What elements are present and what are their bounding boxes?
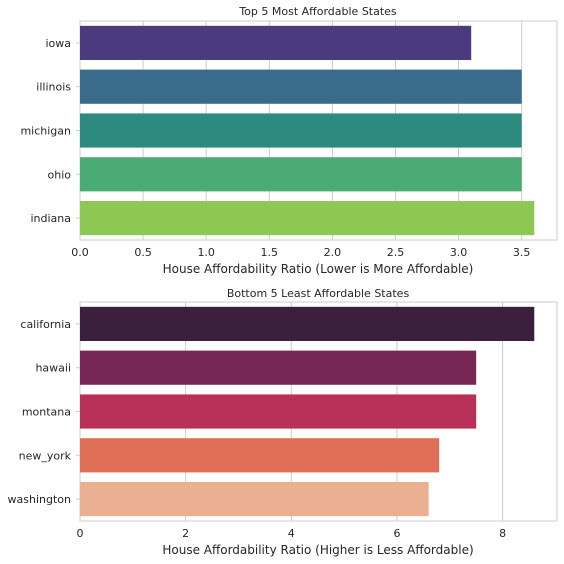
bar-hawaii [80, 350, 477, 385]
category-label: montana [22, 406, 71, 419]
bar-montana [80, 394, 477, 429]
category-label: indiana [30, 212, 71, 225]
x-tick-label: 0.0 [71, 246, 89, 259]
category-label: michigan [20, 125, 71, 138]
bar-new_york [80, 438, 440, 473]
bar-washington [80, 482, 429, 517]
x-axis-label: House Affordability Ratio (Higher is Les… [162, 543, 473, 557]
x-tick-labels: 0 2 4 6 8 [77, 527, 507, 540]
category-label: washington [8, 493, 71, 506]
top-affordable-chart: iowa illinois michigan ohio indiana 0.0 0.5 1.… [20, 5, 558, 276]
chart-title: Top 5 Most Affordable States [238, 5, 397, 18]
chart-title: Bottom 5 Least Affordable States [227, 287, 410, 300]
x-tick-label: 6 [393, 527, 400, 540]
category-labels: california hawaii montana new_york washingto… [8, 318, 80, 506]
bottom-affordable-chart: california hawaii montana new_york washingto… [8, 287, 558, 557]
bar-indiana [80, 201, 535, 236]
category-labels: iowa illinois michigan ohio indiana [20, 37, 80, 225]
category-label: iowa [45, 37, 71, 50]
x-tick-label: 1.0 [197, 246, 215, 259]
x-tick-label: 3.5 [513, 246, 531, 259]
x-tick-label: 2.0 [324, 246, 342, 259]
x-tick-labels: 0.0 0.5 1.0 1.5 2.0 2.5 3.0 3.5 [71, 246, 530, 259]
bar-michigan [80, 113, 522, 148]
x-tick-label: 2 [182, 527, 189, 540]
x-tick-label: 2.5 [387, 246, 405, 259]
category-label: illinois [36, 81, 71, 94]
x-tick-label: 0 [77, 527, 84, 540]
bar-california [80, 306, 535, 341]
x-axis-label: House Affordability Ratio (Lower is More… [163, 262, 474, 276]
x-tick-label: 8 [499, 527, 506, 540]
category-label: california [20, 318, 71, 331]
x-tick-label: 1.5 [261, 246, 279, 259]
x-tick-label: 0.5 [134, 246, 152, 259]
bar-ohio [80, 157, 522, 192]
bars [80, 306, 535, 517]
bar-iowa [80, 25, 472, 60]
x-tick-label: 4 [288, 527, 295, 540]
bar-illinois [80, 69, 522, 104]
category-label: new_york [19, 449, 72, 462]
bars [80, 25, 535, 236]
category-label: ohio [48, 168, 72, 181]
x-tick-label: 3.0 [450, 246, 468, 259]
category-label: hawaii [35, 362, 71, 375]
